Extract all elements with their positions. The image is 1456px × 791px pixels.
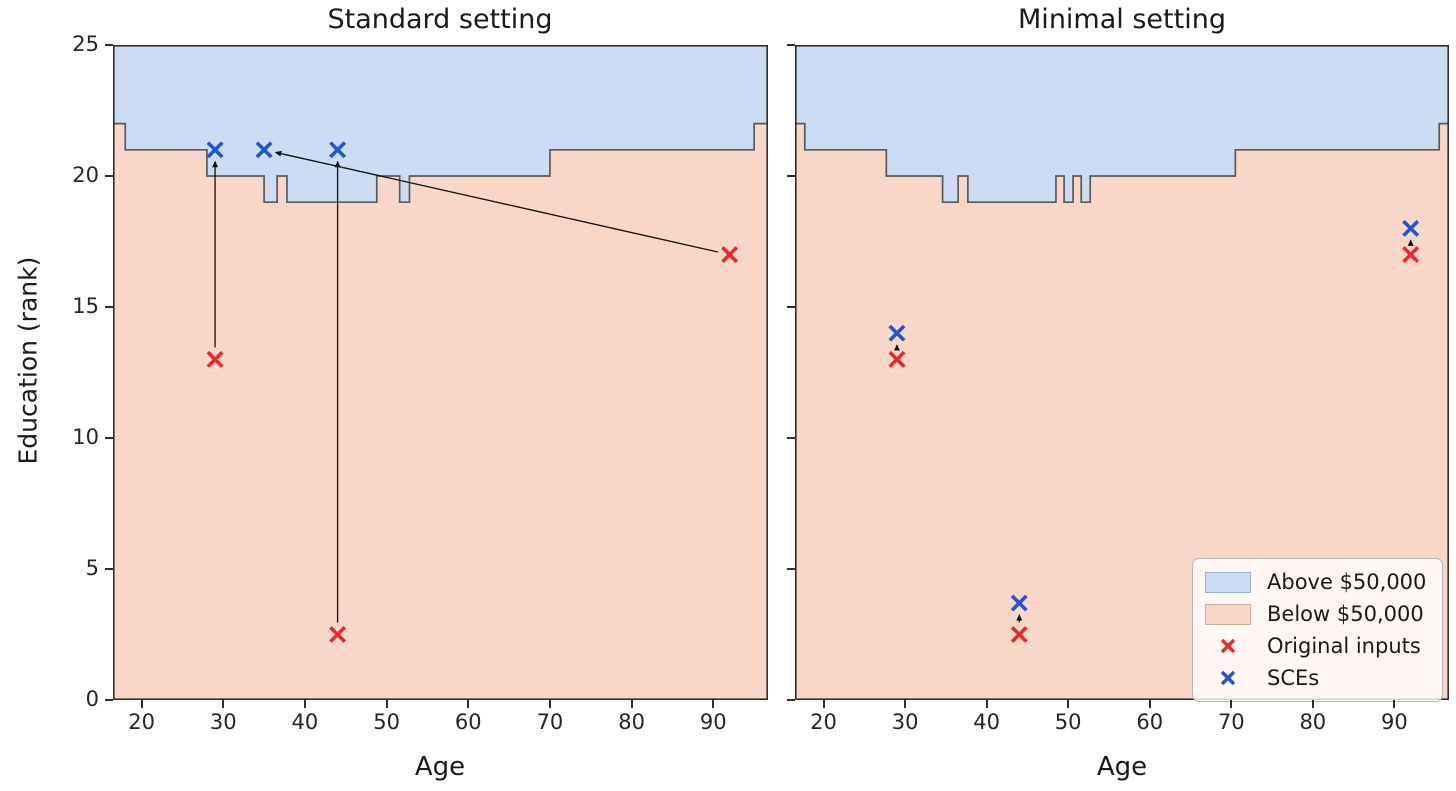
x-tick	[303, 700, 306, 708]
sce-marker	[206, 141, 224, 159]
x-tick	[1230, 700, 1233, 708]
y-tick-label: 5	[85, 556, 99, 580]
legend-item-sce: SCEs	[1205, 664, 1426, 692]
legend-label: Original inputs	[1267, 634, 1421, 658]
x-tick-label: 80	[1299, 710, 1327, 734]
y-tick	[787, 175, 795, 177]
sce-marker	[1402, 219, 1420, 237]
plot-frame	[113, 45, 769, 701]
x-tick	[385, 700, 388, 708]
x-tick-label: 90	[1380, 710, 1408, 734]
x-tick-label: 70	[536, 710, 564, 734]
x-tick-label: 70	[1217, 710, 1245, 734]
x-tick-label: 30	[209, 710, 237, 734]
x-tick-label: 90	[699, 710, 727, 734]
x-tick	[985, 700, 988, 708]
x-tick	[1393, 700, 1396, 708]
legend-item-above: Above $50,000	[1205, 568, 1426, 596]
below-50000-region	[795, 123, 1449, 701]
x-tick	[140, 700, 143, 708]
y-tick	[105, 568, 113, 570]
legend-label: Above $50,000	[1267, 570, 1427, 594]
right-panel-title: Minimal setting	[1018, 4, 1226, 35]
y-tick	[787, 437, 795, 439]
y-tick	[787, 44, 795, 46]
x-tick	[904, 700, 907, 708]
original-input-marker	[1010, 626, 1028, 643]
y-tick-label: 15	[72, 294, 99, 318]
legend-label: SCEs	[1267, 666, 1320, 690]
above-50000-patch-icon	[1205, 571, 1251, 593]
x-tick-label: 80	[618, 710, 645, 734]
x-tick	[467, 700, 470, 708]
decision-boundary-line	[113, 122, 768, 204]
x-tick	[1148, 700, 1151, 708]
x-tick-label: 50	[373, 710, 400, 734]
x-tick-label: 40	[291, 710, 319, 734]
x-tick	[822, 700, 825, 708]
legend-label: Below $50,000	[1267, 602, 1424, 626]
legend: Above $50,000 Below $50,000 Original inp…	[1192, 558, 1444, 702]
left-panel-title: Standard setting	[327, 4, 553, 35]
right-x-axis-label: Age	[1096, 752, 1148, 782]
y-tick	[105, 437, 113, 439]
original-input-marker	[888, 350, 906, 368]
y-tick	[787, 699, 795, 701]
left-x-axis-label: Age	[414, 752, 466, 782]
below-50000-patch-icon	[1205, 603, 1251, 625]
sce-marker	[1010, 594, 1028, 612]
y-tick-label: 0	[85, 687, 99, 711]
y-tick-label: 10	[72, 425, 99, 449]
y-tick	[787, 306, 795, 308]
plot-frame	[795, 45, 1450, 701]
below-50000-region	[113, 123, 768, 701]
x-tick	[1067, 700, 1070, 708]
x-tick-label: 60	[1136, 710, 1164, 734]
original-input-marker	[1402, 246, 1420, 264]
decision-boundary-line	[795, 122, 1449, 204]
sce-marker	[329, 141, 347, 159]
original-input-marker	[721, 246, 739, 264]
x-tick-label: 30	[891, 710, 919, 734]
y-tick	[105, 44, 113, 46]
original-input-marker	[206, 350, 224, 368]
sces-x-icon	[1205, 667, 1251, 689]
standard-setting-plot	[113, 45, 769, 701]
x-tick	[548, 700, 551, 708]
legend-item-below: Below $50,000	[1205, 600, 1426, 628]
original-input-marker	[329, 626, 347, 643]
y-tick	[105, 175, 113, 177]
sce-marker	[888, 324, 906, 342]
x-tick	[1311, 700, 1314, 708]
y-tick	[105, 699, 113, 701]
sce-marker	[255, 141, 273, 159]
y-tick-label: 20	[72, 163, 99, 187]
x-tick-label: 20	[128, 710, 155, 734]
x-tick	[222, 700, 225, 708]
sce-arrow	[274, 150, 719, 253]
y-tick-label: 25	[72, 32, 99, 56]
x-tick	[630, 700, 633, 708]
legend-item-original: Original inputs	[1205, 632, 1426, 660]
original-inputs-x-icon	[1205, 635, 1251, 657]
x-tick-label: 50	[1054, 710, 1082, 734]
y-tick	[105, 306, 113, 308]
x-tick-label: 20	[810, 710, 837, 734]
x-tick-label: 60	[454, 710, 482, 734]
plot-area	[113, 45, 769, 701]
y-tick	[787, 568, 795, 570]
x-tick	[712, 700, 715, 708]
x-tick-label: 40	[973, 710, 1000, 734]
